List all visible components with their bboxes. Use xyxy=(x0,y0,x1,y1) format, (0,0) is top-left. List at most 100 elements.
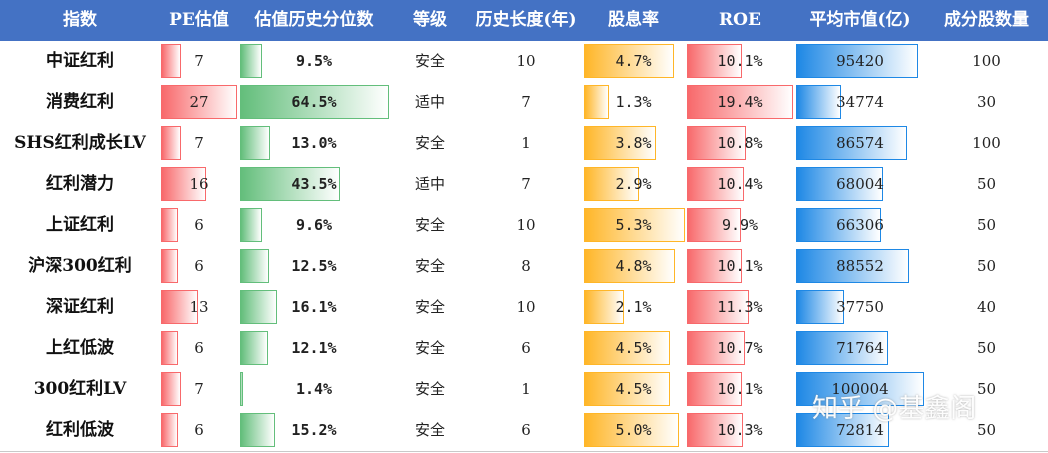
index-name: 消费红利 xyxy=(46,92,114,112)
header-dividend: 股息率 xyxy=(608,10,659,30)
header-index: 指数 xyxy=(63,10,97,30)
dividend-bar xyxy=(584,126,657,160)
market-cap-value: 34774 xyxy=(836,93,884,111)
dividend-value: 4.5% xyxy=(615,380,652,398)
level-value: 安全 xyxy=(414,216,445,234)
years-value: 6 xyxy=(521,339,531,357)
pe-bar xyxy=(161,85,237,119)
header-percentile: 估值历史分位数 xyxy=(254,10,374,30)
roe-value: 10.3% xyxy=(717,421,763,439)
table-row: SHS红利成长LV 7 13.0% 安全 1 3.8% 10.8% 86574 100 xyxy=(0,123,1048,165)
header-cap: 平均市值(亿) xyxy=(809,10,911,30)
pe-value: 7 xyxy=(194,380,204,398)
market-cap-value: 86574 xyxy=(836,134,884,152)
percentile-value: 9.5% xyxy=(295,52,333,70)
market-cap-value: 71764 xyxy=(836,339,884,357)
index-name: SHS红利成长LV xyxy=(14,133,146,153)
pe-bar xyxy=(161,126,181,160)
level-value: 安全 xyxy=(414,380,445,398)
dividend-bar xyxy=(584,44,674,78)
index-name: 上证红利 xyxy=(46,215,114,235)
years-value: 10 xyxy=(516,298,536,316)
market-cap-value: 95420 xyxy=(836,52,884,70)
percentile-value: 9.6% xyxy=(295,216,333,234)
level-value: 安全 xyxy=(414,421,445,439)
pe-value: 16 xyxy=(189,175,209,193)
roe-value: 9.9% xyxy=(721,216,759,234)
dividend-value: 2.9% xyxy=(615,175,652,193)
table-row: 红利低波 6 15.2% 安全 6 5.0% 10.3% 72814 50 xyxy=(0,410,1048,452)
market-cap-value: 68004 xyxy=(836,175,884,193)
level-value: 安全 xyxy=(414,339,445,357)
percentile-bar xyxy=(240,85,389,119)
percentile-value: 15.2% xyxy=(291,421,337,439)
constituent-count: 30 xyxy=(976,93,997,111)
market-cap-value: 72814 xyxy=(836,421,884,439)
header-pe: PE估值 xyxy=(169,10,229,30)
table-row: 上证红利 6 9.6% 安全 10 5.3% 9.9% 66306 50 xyxy=(0,205,1048,247)
roe-value: 19.4% xyxy=(717,93,763,111)
pe-value: 7 xyxy=(194,52,204,70)
level-value: 安全 xyxy=(414,298,445,316)
years-value: 6 xyxy=(521,421,531,439)
years-value: 1 xyxy=(521,380,531,398)
header-level: 等级 xyxy=(413,10,447,30)
percentile-value: 1.4% xyxy=(295,380,333,398)
roe-bar xyxy=(687,126,746,160)
percentile-bar xyxy=(240,290,278,324)
percentile-value: 13.0% xyxy=(291,134,337,152)
percentile-bar xyxy=(240,44,262,78)
level-value: 安全 xyxy=(414,134,445,152)
market-cap-bar xyxy=(796,126,907,160)
table-row: 300红利LV 7 1.4% 安全 1 4.5% 10.1% 100004 50 xyxy=(0,369,1048,411)
roe-bar xyxy=(687,413,744,447)
roe-value: 10.8% xyxy=(717,134,763,152)
table-row: 上红低波 6 12.1% 安全 6 4.5% 10.7% 71764 50 xyxy=(0,328,1048,370)
percentile-bar xyxy=(240,167,341,201)
constituent-count: 40 xyxy=(976,298,997,316)
roe-value: 11.3% xyxy=(717,298,763,316)
years-value: 10 xyxy=(516,52,536,70)
constituent-count: 100 xyxy=(972,134,1001,152)
level-value: 适中 xyxy=(414,175,445,193)
dividend-value: 4.7% xyxy=(615,52,652,70)
table-row: 消费红利 27 64.5% 适中 7 1.3% 19.4% 34774 30 xyxy=(0,82,1048,124)
pe-value: 6 xyxy=(194,339,204,357)
pe-bar xyxy=(161,167,207,201)
pe-bar xyxy=(161,290,198,324)
market-cap-value: 88552 xyxy=(836,257,884,275)
percentile-bar xyxy=(240,249,269,283)
pe-bar xyxy=(161,372,181,406)
dividend-value: 5.3% xyxy=(615,216,652,234)
pe-value: 6 xyxy=(194,257,204,275)
level-value: 安全 xyxy=(414,257,445,275)
constituent-count: 50 xyxy=(976,380,997,398)
dividend-bar xyxy=(584,290,625,324)
pe-value: 6 xyxy=(194,216,204,234)
index-name: 中证红利 xyxy=(46,51,114,71)
dividend-bar xyxy=(584,85,609,119)
dividend-value: 1.3% xyxy=(615,93,652,111)
dividend-bar xyxy=(584,372,670,406)
roe-value: 10.1% xyxy=(717,380,763,398)
watermark: 知乎 @基鑫阁 xyxy=(812,394,977,424)
roe-value: 10.1% xyxy=(717,257,763,275)
index-name: 上红低波 xyxy=(46,338,114,358)
years-value: 10 xyxy=(516,216,536,234)
market-cap-value: 37750 xyxy=(836,298,884,316)
dividend-bar xyxy=(584,331,670,365)
market-cap-bar xyxy=(796,85,841,119)
table-row: 中证红利 7 9.5% 安全 10 4.7% 10.1% 95420 100 xyxy=(0,41,1048,83)
constituent-count: 50 xyxy=(976,175,997,193)
percentile-value: 12.1% xyxy=(291,339,337,357)
years-value: 7 xyxy=(521,93,531,111)
pe-value: 27 xyxy=(189,93,209,111)
dividend-value: 4.8% xyxy=(615,257,652,275)
table-row: 红利潜力 16 43.5% 适中 7 2.9% 10.4% 68004 50 xyxy=(0,164,1048,206)
roe-bar xyxy=(687,249,743,283)
dividend-value: 2.1% xyxy=(615,298,652,316)
table-header: 指数 PE估值 估值历史分位数 等级 历史长度(年) 股息率 ROE 平均市值(… xyxy=(0,0,1048,41)
constituent-count: 50 xyxy=(976,421,997,439)
percentile-bar xyxy=(240,331,268,365)
